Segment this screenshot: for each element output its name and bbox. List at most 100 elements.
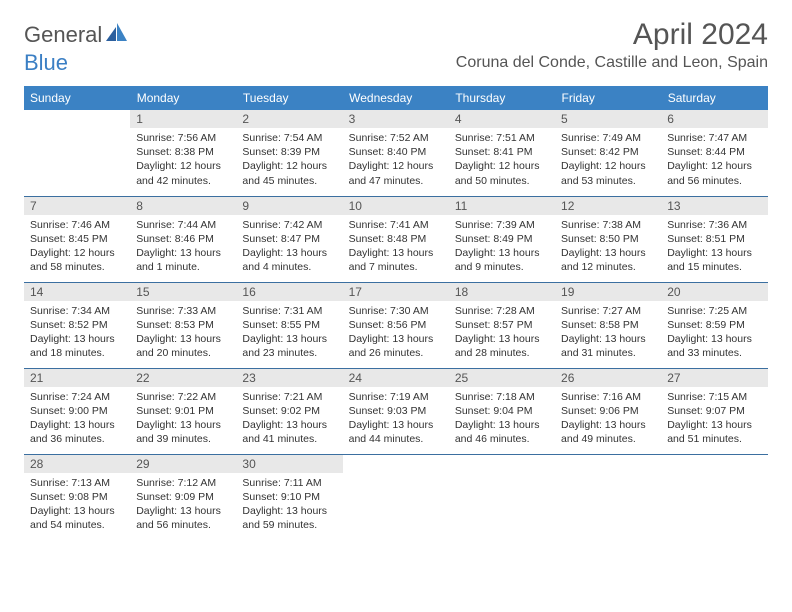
day-content: Sunrise: 7:52 AMSunset: 8:40 PMDaylight:…: [343, 128, 449, 192]
day-content: Sunrise: 7:22 AMSunset: 9:01 PMDaylight:…: [130, 387, 236, 451]
daylight-text: Daylight: 12 hours and 50 minutes.: [455, 159, 549, 187]
calendar-day-cell: 23Sunrise: 7:21 AMSunset: 9:02 PMDayligh…: [236, 368, 342, 454]
day-number: 15: [130, 283, 236, 301]
calendar-day-cell: 12Sunrise: 7:38 AMSunset: 8:50 PMDayligh…: [555, 196, 661, 282]
logo-text-general: General: [24, 22, 102, 48]
day-number: 2: [236, 110, 342, 128]
sunset-text: Sunset: 8:55 PM: [242, 318, 336, 332]
day-content: Sunrise: 7:28 AMSunset: 8:57 PMDaylight:…: [449, 301, 555, 365]
sunrise-text: Sunrise: 7:47 AM: [667, 131, 761, 145]
daylight-text: Daylight: 12 hours and 45 minutes.: [242, 159, 336, 187]
daylight-text: Daylight: 13 hours and 15 minutes.: [667, 246, 761, 274]
day-content: Sunrise: 7:19 AMSunset: 9:03 PMDaylight:…: [343, 387, 449, 451]
sunrise-text: Sunrise: 7:13 AM: [30, 476, 124, 490]
day-number: 29: [130, 455, 236, 473]
day-content: Sunrise: 7:13 AMSunset: 9:08 PMDaylight:…: [24, 473, 130, 537]
sunset-text: Sunset: 8:48 PM: [349, 232, 443, 246]
daylight-text: Daylight: 13 hours and 33 minutes.: [667, 332, 761, 360]
day-content: Sunrise: 7:51 AMSunset: 8:41 PMDaylight:…: [449, 128, 555, 192]
sunset-text: Sunset: 8:44 PM: [667, 145, 761, 159]
sunset-text: Sunset: 9:01 PM: [136, 404, 230, 418]
daylight-text: Daylight: 13 hours and 41 minutes.: [242, 418, 336, 446]
day-content: Sunrise: 7:25 AMSunset: 8:59 PMDaylight:…: [661, 301, 767, 365]
daylight-text: Daylight: 13 hours and 20 minutes.: [136, 332, 230, 360]
day-content: Sunrise: 7:12 AMSunset: 9:09 PMDaylight:…: [130, 473, 236, 537]
day-content: Sunrise: 7:41 AMSunset: 8:48 PMDaylight:…: [343, 215, 449, 279]
sunset-text: Sunset: 9:10 PM: [242, 490, 336, 504]
calendar-day-cell: [555, 454, 661, 540]
weekday-header-row: Sunday Monday Tuesday Wednesday Thursday…: [24, 86, 768, 110]
weekday-header: Saturday: [661, 86, 767, 110]
sunrise-text: Sunrise: 7:54 AM: [242, 131, 336, 145]
calendar-day-cell: [661, 454, 767, 540]
sunrise-text: Sunrise: 7:34 AM: [30, 304, 124, 318]
sunrise-text: Sunrise: 7:31 AM: [242, 304, 336, 318]
day-number: 5: [555, 110, 661, 128]
calendar-day-cell: 8Sunrise: 7:44 AMSunset: 8:46 PMDaylight…: [130, 196, 236, 282]
daylight-text: Daylight: 13 hours and 1 minute.: [136, 246, 230, 274]
day-content: Sunrise: 7:36 AMSunset: 8:51 PMDaylight:…: [661, 215, 767, 279]
sunset-text: Sunset: 9:09 PM: [136, 490, 230, 504]
sunset-text: Sunset: 8:38 PM: [136, 145, 230, 159]
day-number: 28: [24, 455, 130, 473]
sunset-text: Sunset: 8:51 PM: [667, 232, 761, 246]
weekday-header: Tuesday: [236, 86, 342, 110]
sunrise-text: Sunrise: 7:19 AM: [349, 390, 443, 404]
sunset-text: Sunset: 8:40 PM: [349, 145, 443, 159]
calendar-week-row: 21Sunrise: 7:24 AMSunset: 9:00 PMDayligh…: [24, 368, 768, 454]
calendar-day-cell: 19Sunrise: 7:27 AMSunset: 8:58 PMDayligh…: [555, 282, 661, 368]
day-number: 19: [555, 283, 661, 301]
day-content: Sunrise: 7:16 AMSunset: 9:06 PMDaylight:…: [555, 387, 661, 451]
sunrise-text: Sunrise: 7:49 AM: [561, 131, 655, 145]
sunrise-text: Sunrise: 7:15 AM: [667, 390, 761, 404]
sunset-text: Sunset: 9:07 PM: [667, 404, 761, 418]
day-number: 12: [555, 197, 661, 215]
calendar-day-cell: 1Sunrise: 7:56 AMSunset: 8:38 PMDaylight…: [130, 110, 236, 196]
sunset-text: Sunset: 9:06 PM: [561, 404, 655, 418]
weekday-header: Thursday: [449, 86, 555, 110]
day-number: 23: [236, 369, 342, 387]
calendar-day-cell: 21Sunrise: 7:24 AMSunset: 9:00 PMDayligh…: [24, 368, 130, 454]
sunrise-text: Sunrise: 7:42 AM: [242, 218, 336, 232]
daylight-text: Daylight: 13 hours and 39 minutes.: [136, 418, 230, 446]
logo-text-blue: Blue: [24, 50, 68, 76]
day-content: Sunrise: 7:21 AMSunset: 9:02 PMDaylight:…: [236, 387, 342, 451]
sunset-text: Sunset: 9:00 PM: [30, 404, 124, 418]
day-number: 26: [555, 369, 661, 387]
daylight-text: Daylight: 13 hours and 36 minutes.: [30, 418, 124, 446]
sunset-text: Sunset: 9:08 PM: [30, 490, 124, 504]
day-content: Sunrise: 7:38 AMSunset: 8:50 PMDaylight:…: [555, 215, 661, 279]
day-number: 16: [236, 283, 342, 301]
sunrise-text: Sunrise: 7:39 AM: [455, 218, 549, 232]
calendar-table: Sunday Monday Tuesday Wednesday Thursday…: [24, 86, 768, 540]
daylight-text: Daylight: 13 hours and 46 minutes.: [455, 418, 549, 446]
sunrise-text: Sunrise: 7:25 AM: [667, 304, 761, 318]
daylight-text: Daylight: 13 hours and 54 minutes.: [30, 504, 124, 532]
day-number: 30: [236, 455, 342, 473]
day-content: Sunrise: 7:33 AMSunset: 8:53 PMDaylight:…: [130, 301, 236, 365]
calendar-day-cell: 20Sunrise: 7:25 AMSunset: 8:59 PMDayligh…: [661, 282, 767, 368]
day-content: Sunrise: 7:34 AMSunset: 8:52 PMDaylight:…: [24, 301, 130, 365]
sunset-text: Sunset: 8:56 PM: [349, 318, 443, 332]
day-number: 25: [449, 369, 555, 387]
day-number: 21: [24, 369, 130, 387]
sunset-text: Sunset: 8:47 PM: [242, 232, 336, 246]
daylight-text: Daylight: 13 hours and 7 minutes.: [349, 246, 443, 274]
sunset-text: Sunset: 8:42 PM: [561, 145, 655, 159]
day-number: 18: [449, 283, 555, 301]
sunset-text: Sunset: 8:39 PM: [242, 145, 336, 159]
sunset-text: Sunset: 9:04 PM: [455, 404, 549, 418]
sunset-text: Sunset: 8:53 PM: [136, 318, 230, 332]
sunrise-text: Sunrise: 7:41 AM: [349, 218, 443, 232]
calendar-day-cell: 18Sunrise: 7:28 AMSunset: 8:57 PMDayligh…: [449, 282, 555, 368]
day-number: 22: [130, 369, 236, 387]
sunset-text: Sunset: 8:52 PM: [30, 318, 124, 332]
daylight-text: Daylight: 12 hours and 42 minutes.: [136, 159, 230, 187]
sunrise-text: Sunrise: 7:16 AM: [561, 390, 655, 404]
daylight-text: Daylight: 13 hours and 44 minutes.: [349, 418, 443, 446]
weekday-header: Sunday: [24, 86, 130, 110]
sunrise-text: Sunrise: 7:44 AM: [136, 218, 230, 232]
daylight-text: Daylight: 12 hours and 47 minutes.: [349, 159, 443, 187]
weekday-header: Monday: [130, 86, 236, 110]
day-content: Sunrise: 7:44 AMSunset: 8:46 PMDaylight:…: [130, 215, 236, 279]
